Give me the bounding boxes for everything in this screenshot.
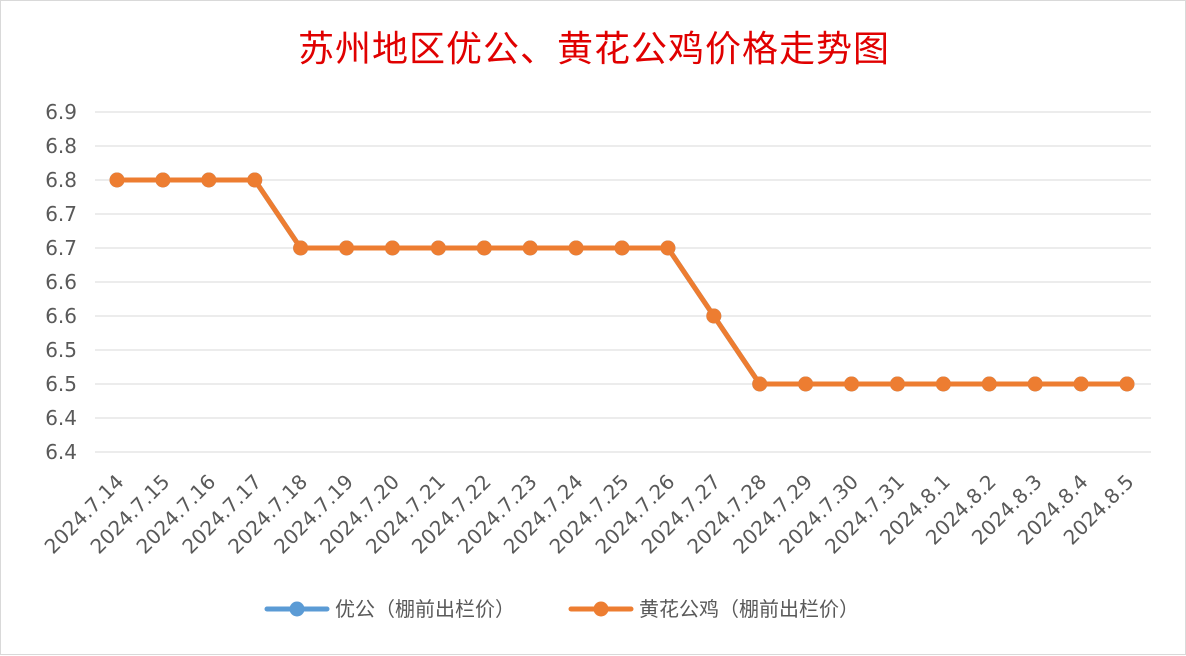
y-tick-label: 6.9 [45, 100, 77, 124]
data-point [844, 376, 860, 392]
legend-marker-swatch [289, 601, 305, 617]
legend-label: 黄花公鸡（棚前出栏价） [639, 597, 859, 621]
y-tick-label: 6.7 [45, 236, 77, 260]
data-point [752, 376, 768, 392]
y-tick-label: 6.8 [45, 134, 77, 158]
legend-label: 优公（棚前出栏价） [335, 597, 515, 621]
data-point [430, 240, 446, 256]
data-point [109, 172, 125, 188]
y-tick-label: 6.5 [45, 338, 77, 362]
data-point [522, 240, 538, 256]
data-point [798, 376, 814, 392]
series-lines [109, 172, 1135, 392]
y-tick-label: 6.6 [45, 270, 77, 294]
legend: 优公（棚前出栏价） 黄花公鸡（棚前出栏价） [264, 597, 859, 621]
x-axis-ticks: 2024.7.142024.7.152024.7.162024.7.172024… [40, 470, 1139, 559]
data-point [981, 376, 997, 392]
data-point [476, 240, 492, 256]
data-point [568, 240, 584, 256]
data-point [889, 376, 905, 392]
data-point [339, 240, 355, 256]
data-point [1027, 376, 1043, 392]
data-point [1119, 376, 1135, 392]
data-point [614, 240, 630, 256]
data-point [293, 240, 309, 256]
legend-marker-swatch [593, 601, 609, 617]
data-point [247, 172, 263, 188]
y-axis-ticks: 6.9 6.8 6.8 6.7 6.7 6.6 6.6 6.5 6.5 6.4 6.4 [45, 100, 77, 464]
y-tick-label: 6.8 [45, 168, 77, 192]
y-tick-label: 6.4 [45, 440, 77, 464]
y-tick-label: 6.5 [45, 372, 77, 396]
data-point [1073, 376, 1089, 392]
data-point [706, 308, 722, 324]
y-tick-label: 6.6 [45, 304, 77, 328]
y-tick-label: 6.4 [45, 406, 77, 430]
data-point [155, 172, 171, 188]
legend-item: 优公（棚前出栏价） [264, 597, 515, 621]
data-point [201, 172, 217, 188]
data-point [935, 376, 951, 392]
y-tick-label: 6.7 [45, 202, 77, 226]
chart-title: 苏州地区优公、黄花公鸡价格走势图 [298, 29, 890, 70]
gridlines [95, 111, 1151, 453]
series-1 [109, 172, 1135, 392]
legend-item: 黄花公鸡（棚前出栏价） [568, 597, 859, 621]
data-point [660, 240, 676, 256]
data-point [384, 240, 400, 256]
